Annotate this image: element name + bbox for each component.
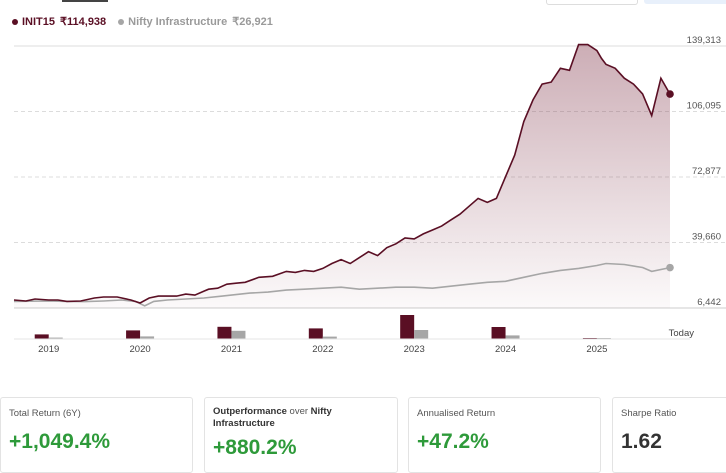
legend-item-fund[interactable]: INIT15 ₹114,938 [12, 15, 106, 28]
card-outperformance-value: +880.2% [213, 436, 297, 459]
card-annualised-return: Annualised Return +47.2% [408, 397, 601, 473]
index-dot-icon [118, 18, 125, 25]
year-bar-index [414, 330, 429, 339]
card-total-return-label: Total Return (6Y) [9, 408, 81, 419]
x-tick-label: 2024 [495, 344, 516, 355]
year-bar-index [505, 335, 520, 339]
card-annualised-label: Annualised Return [417, 408, 496, 419]
card-outperformance: Outperformance over Nifty Infrastructure… [204, 397, 398, 473]
performance-chart[interactable]: 139,313 106,095 72,877 39,660 6,442 2019 2020 2… [0, 0, 726, 360]
year-bar-index [322, 336, 337, 339]
x-tick-label: 2021 [221, 344, 242, 355]
index-end-point [666, 263, 674, 272]
period-selector[interactable] [546, 0, 638, 5]
card-total-return-value: +1,049.4% [9, 430, 111, 453]
legend-index-name: Nifty Infrastructure [128, 15, 228, 28]
legend-item-index[interactable]: Nifty Infrastructure ₹26,921 [118, 15, 273, 28]
y-tick-label: 72,877 [692, 166, 721, 177]
card-sharpe-ratio: Sharpe Ratio 1.62 [612, 397, 726, 473]
x-tick-label: 2020 [130, 344, 151, 355]
card-sharpe-value: 1.62 [621, 430, 662, 453]
chart-legend: INIT15 ₹114,938 Nifty Infrastructure ₹26… [12, 15, 285, 28]
y-tick-label: 106,095 [687, 101, 721, 112]
x-tick-label: 2022 [312, 344, 333, 355]
year-bar-fund [126, 330, 141, 339]
legend-index-value: ₹26,921 [232, 16, 273, 28]
card-total-return: Total Return (6Y) +1,049.4% [0, 397, 193, 473]
year-bar-fund [308, 328, 323, 339]
outperformance-index: Nifty Infrastructure [213, 406, 332, 429]
y-tick-label: 139,313 [687, 35, 721, 46]
over-word: over [286, 406, 311, 417]
year-bar-fund [34, 334, 49, 339]
year-bar-fund [491, 327, 506, 339]
legend-fund-value: ₹114,938 [60, 16, 107, 28]
x-end-label: Today [669, 328, 695, 339]
x-tick-label: 2019 [38, 344, 59, 355]
fund-area [14, 44, 670, 308]
index-line [13, 262, 671, 307]
year-bar-index [231, 330, 246, 339]
active-tab-indicator[interactable] [62, 0, 108, 2]
fund-dot-icon [12, 18, 18, 25]
top-strip [0, 0, 726, 6]
stats-cards: Total Return (6Y) +1,049.4% Outperforman… [0, 397, 726, 473]
year-bar-fund [400, 315, 415, 339]
card-sharpe-label: Sharpe Ratio [621, 408, 677, 419]
card-outperformance-label: Outperformance over Nifty Infrastructure [213, 406, 389, 430]
fund-line [13, 43, 671, 304]
x-tick-label: 2025 [586, 344, 607, 355]
card-annualised-value: +47.2% [417, 430, 489, 453]
outperformance-word: Outperformance [213, 406, 287, 417]
year-bar-index [140, 336, 155, 339]
x-tick-label: 2023 [404, 344, 425, 355]
y-tick-label: 6,442 [697, 297, 721, 308]
legend-fund-name: INIT15 [22, 15, 56, 28]
fund-end-point [666, 90, 674, 98]
action-button[interactable] [644, 0, 726, 4]
year-bar-index [48, 337, 63, 339]
y-tick-label: 39,660 [692, 232, 721, 243]
year-bar-fund [217, 326, 232, 339]
